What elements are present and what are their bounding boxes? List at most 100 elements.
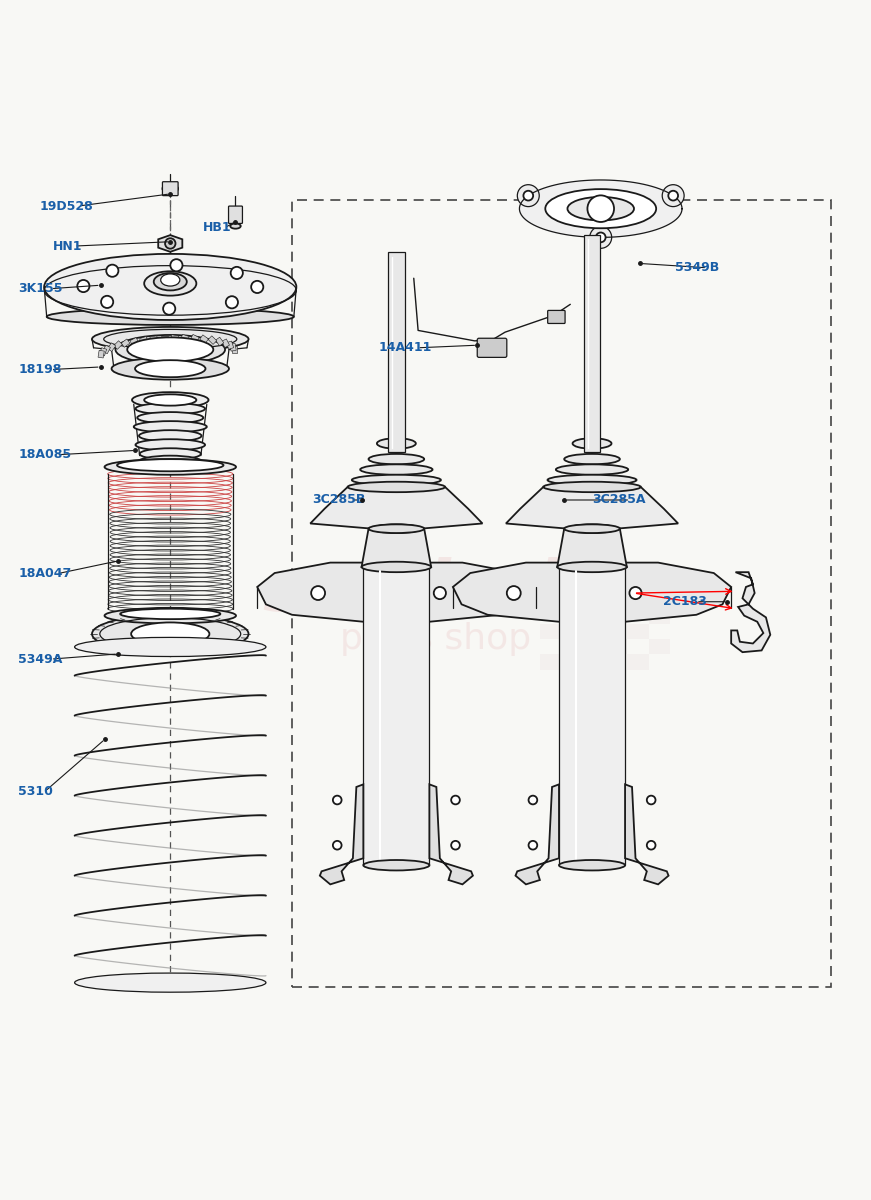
Ellipse shape — [138, 456, 203, 469]
Ellipse shape — [134, 421, 206, 432]
Bar — [605, 608, 627, 624]
Bar — [139, 336, 148, 343]
Circle shape — [231, 266, 243, 280]
Circle shape — [662, 185, 684, 206]
Ellipse shape — [564, 524, 620, 533]
Ellipse shape — [148, 462, 192, 474]
Bar — [605, 640, 627, 654]
FancyBboxPatch shape — [559, 566, 625, 865]
Ellipse shape — [93, 638, 247, 647]
Circle shape — [587, 196, 614, 222]
Bar — [627, 624, 649, 640]
Text: HN1: HN1 — [53, 240, 83, 252]
Ellipse shape — [145, 395, 196, 406]
Text: 3K155: 3K155 — [18, 282, 63, 295]
FancyBboxPatch shape — [548, 311, 565, 324]
Polygon shape — [519, 180, 682, 238]
Text: 3C285B: 3C285B — [312, 493, 366, 506]
Circle shape — [647, 841, 656, 850]
Text: 5349B: 5349B — [675, 262, 719, 275]
Text: 5349A: 5349A — [18, 653, 63, 666]
Circle shape — [590, 227, 611, 248]
FancyBboxPatch shape — [584, 235, 600, 452]
Circle shape — [517, 185, 539, 206]
Bar — [226, 341, 233, 349]
Text: 18A085: 18A085 — [18, 449, 71, 461]
Ellipse shape — [154, 274, 186, 290]
Bar — [215, 337, 224, 346]
Text: 5310: 5310 — [18, 785, 53, 798]
Ellipse shape — [105, 608, 236, 624]
Circle shape — [523, 191, 533, 200]
Ellipse shape — [127, 337, 213, 361]
Ellipse shape — [559, 860, 625, 870]
Polygon shape — [516, 785, 559, 884]
Text: 3C285A: 3C285A — [592, 493, 645, 506]
Bar — [292, 200, 831, 986]
Bar — [540, 654, 562, 670]
Bar — [130, 337, 138, 346]
Ellipse shape — [352, 475, 441, 485]
Circle shape — [101, 296, 113, 308]
Ellipse shape — [568, 197, 634, 221]
Ellipse shape — [139, 430, 201, 442]
Bar — [107, 343, 116, 352]
Bar — [181, 335, 189, 342]
Ellipse shape — [556, 464, 628, 475]
Circle shape — [311, 586, 325, 600]
Ellipse shape — [564, 454, 620, 464]
Bar — [649, 608, 671, 624]
Bar — [230, 343, 236, 352]
Ellipse shape — [368, 454, 424, 464]
Text: HB1: HB1 — [203, 221, 232, 234]
Circle shape — [251, 281, 263, 293]
Text: 18198: 18198 — [18, 364, 62, 376]
Text: 14A411: 14A411 — [379, 341, 432, 354]
Bar — [540, 624, 562, 640]
Ellipse shape — [557, 562, 627, 572]
Ellipse shape — [139, 449, 201, 460]
Bar — [121, 338, 130, 347]
Bar — [99, 348, 106, 356]
Ellipse shape — [548, 475, 637, 485]
Bar — [540, 594, 562, 608]
Bar — [562, 640, 584, 654]
Circle shape — [226, 296, 238, 308]
Ellipse shape — [136, 439, 205, 450]
Circle shape — [333, 796, 341, 804]
Polygon shape — [159, 235, 182, 252]
FancyBboxPatch shape — [477, 338, 507, 358]
Ellipse shape — [145, 271, 196, 295]
Bar — [103, 346, 111, 354]
Circle shape — [451, 841, 460, 850]
Circle shape — [106, 265, 118, 277]
Ellipse shape — [368, 524, 424, 533]
Ellipse shape — [373, 524, 421, 533]
Ellipse shape — [132, 392, 208, 408]
Circle shape — [668, 191, 678, 200]
Bar — [649, 640, 671, 654]
Polygon shape — [257, 563, 536, 622]
Ellipse shape — [230, 223, 240, 229]
Bar — [584, 624, 605, 640]
Bar — [191, 335, 199, 342]
Polygon shape — [361, 529, 431, 566]
Circle shape — [165, 239, 175, 248]
FancyBboxPatch shape — [228, 206, 242, 223]
Ellipse shape — [361, 562, 431, 572]
Circle shape — [630, 587, 642, 599]
Circle shape — [529, 796, 537, 804]
Text: 19D528: 19D528 — [40, 199, 93, 212]
Bar — [649, 578, 671, 594]
Circle shape — [78, 280, 90, 292]
Circle shape — [507, 586, 521, 600]
Bar — [232, 346, 237, 353]
Ellipse shape — [163, 185, 178, 193]
Ellipse shape — [132, 623, 209, 646]
Circle shape — [434, 587, 446, 599]
Ellipse shape — [138, 412, 203, 424]
Circle shape — [171, 259, 183, 271]
Text: 2C183: 2C183 — [664, 595, 707, 608]
Bar — [605, 578, 627, 594]
FancyBboxPatch shape — [363, 566, 429, 865]
